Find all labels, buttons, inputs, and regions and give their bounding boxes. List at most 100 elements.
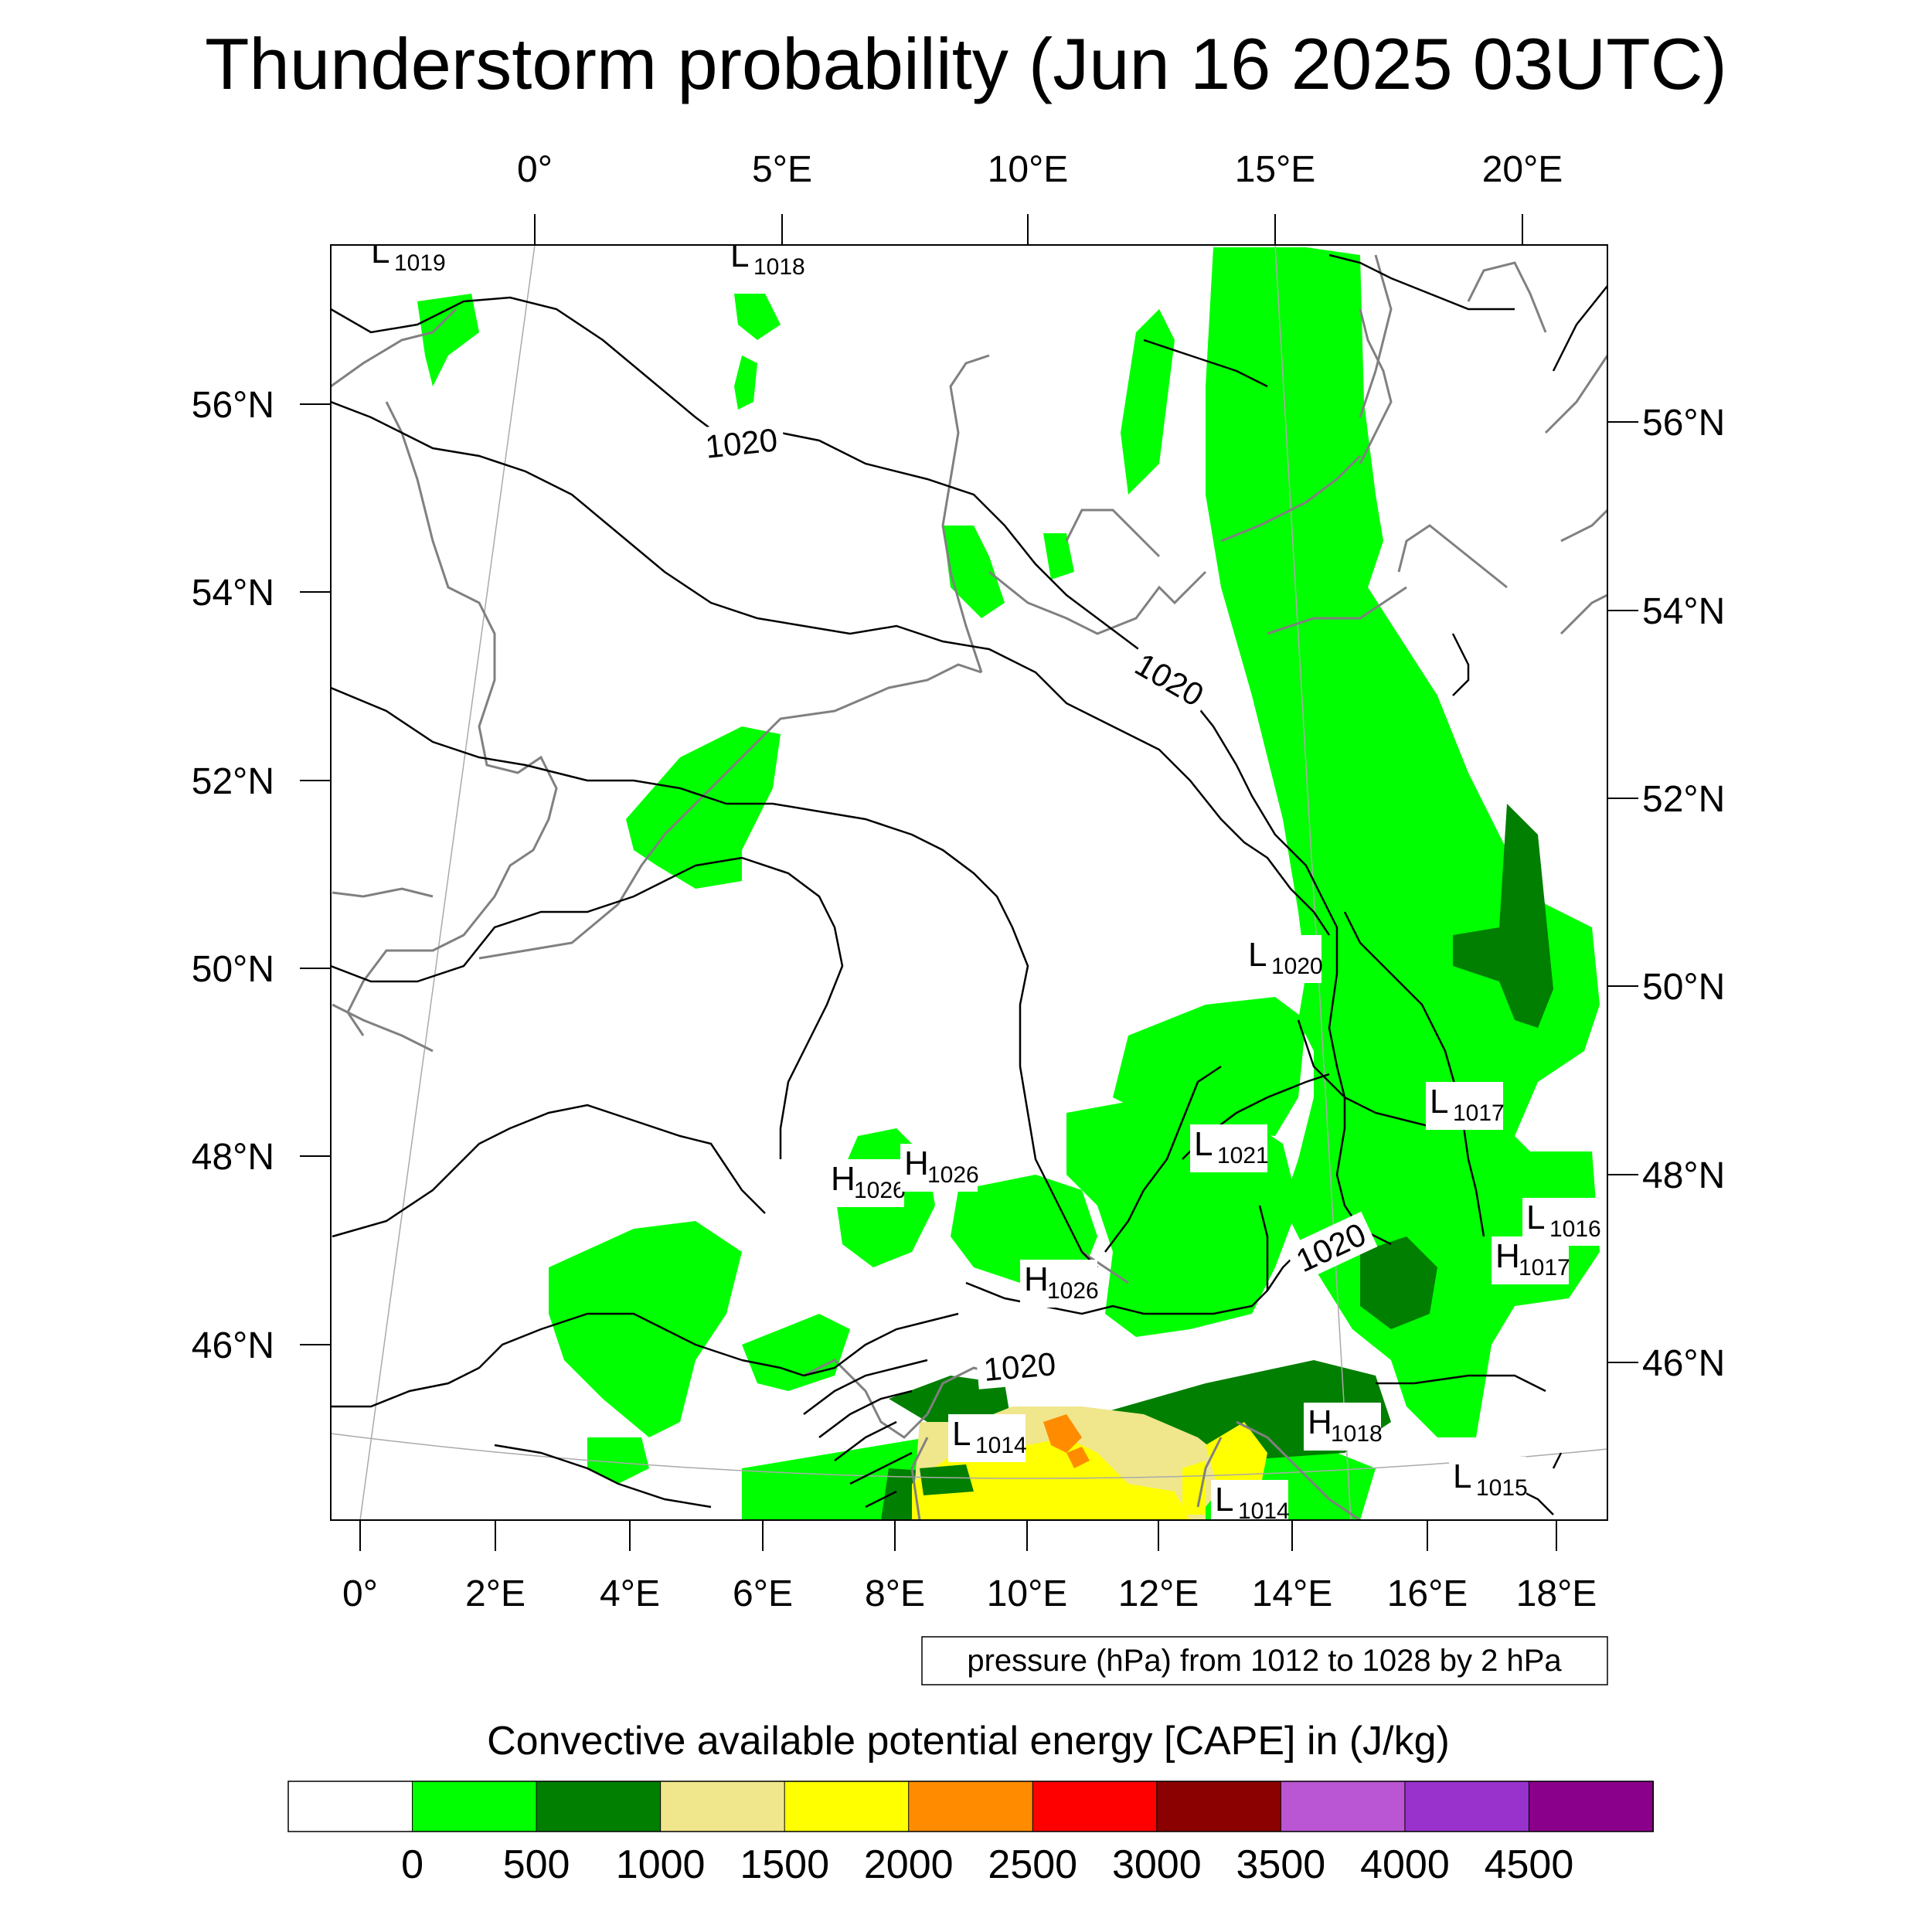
colorbar-swatch — [1032, 1781, 1158, 1832]
cape-darkgreen-hatches — [920, 1464, 974, 1495]
pressure-center-letter: H — [1024, 1260, 1049, 1298]
isobar-labels: 1020 1020 1020 1020 — [696, 419, 1378, 1389]
pressure-center-letter: L — [371, 233, 389, 270]
colorbar-tick-label: 500 — [503, 1842, 570, 1887]
colorbar-tick-label: 1500 — [740, 1842, 829, 1887]
bottom-ticks — [359, 1520, 1557, 1551]
cape-orange-areas — [1043, 1414, 1090, 1468]
colorbar-swatch — [536, 1781, 662, 1832]
colorbar-swatch — [1404, 1781, 1530, 1832]
isobar-lines — [331, 253, 1607, 1515]
colorbar-tick-label: 4500 — [1485, 1842, 1574, 1887]
pressure-center-value: 1020 — [1271, 954, 1323, 979]
top-lon-label: 20°E — [1482, 149, 1563, 190]
colorbar-swatch — [1280, 1781, 1406, 1832]
bottom-lon-label: 0° — [342, 1573, 378, 1614]
pressure-center-value: 1021 — [1217, 1143, 1269, 1168]
right-lat-label: 50°N — [1642, 967, 1725, 1008]
top-lon-label: 15°E — [1235, 149, 1316, 190]
pressure-center-letter: H — [1308, 1403, 1332, 1441]
left-lat-label: 46°N — [192, 1325, 274, 1366]
right-lat-label: 48°N — [1642, 1155, 1725, 1196]
top-longitude-labels: 0° 5°E 10°E 15°E 20°E — [517, 149, 1563, 190]
right-lat-label: 54°N — [1642, 591, 1725, 632]
colorbar-swatch — [1528, 1781, 1654, 1832]
right-ticks — [1607, 421, 1638, 1363]
colorbar-tick-label: 3000 — [1112, 1842, 1202, 1887]
pressure-center-letter: H — [904, 1145, 929, 1182]
pressure-center-letter: H — [1495, 1237, 1520, 1275]
bottom-lon-label: 16°E — [1387, 1573, 1468, 1614]
left-lat-label: 52°N — [192, 761, 274, 802]
left-ticks — [300, 403, 331, 1345]
right-lat-label: 46°N — [1642, 1343, 1725, 1384]
right-lat-label: 52°N — [1642, 779, 1725, 820]
right-latitude-labels: 56°N 54°N 52°N 50°N 48°N 46°N — [1642, 403, 1725, 1384]
colorbar-tick-label: 3500 — [1236, 1842, 1326, 1887]
left-lat-label: 56°N — [192, 385, 274, 426]
pressure-center-letter: L — [1430, 1083, 1448, 1121]
colorbar-swatch — [412, 1781, 538, 1832]
pressure-center-value: 1026 — [1047, 1278, 1099, 1304]
pressure-center-value: 1026 — [854, 1178, 906, 1203]
colorbar-tick-label: 2000 — [864, 1842, 954, 1887]
colorbar-swatch — [660, 1781, 786, 1832]
top-lon-label: 10°E — [988, 149, 1069, 190]
pressure-center-letter: L — [730, 236, 749, 274]
colorbar-title: Convective available potential energy [C… — [487, 1719, 1450, 1764]
graticule-lines — [331, 245, 1607, 1520]
colorbar-swatch — [287, 1781, 413, 1832]
colorbar-swatches — [287, 1781, 1654, 1832]
contour-note-box — [921, 1636, 1608, 1685]
pressure-center-value: 1017 — [1453, 1100, 1505, 1126]
isobar-label: 1020 — [982, 1345, 1057, 1388]
left-lat-label: 54°N — [192, 573, 274, 614]
pressure-center-letter: L — [1215, 1481, 1233, 1519]
pressure-center-value: 1018 — [1331, 1421, 1383, 1447]
colorbar-swatch — [1156, 1781, 1282, 1832]
left-lat-label: 48°N — [192, 1137, 274, 1178]
pressure-center-letter: L — [1248, 936, 1267, 974]
bottom-lon-label: 8°E — [865, 1573, 925, 1614]
isobar-label: 1020 — [703, 421, 779, 465]
colorbar-swatch — [784, 1781, 910, 1832]
bottom-lon-label: 10°E — [987, 1573, 1068, 1614]
colorbar-tick-label: 2500 — [988, 1842, 1077, 1887]
right-lat-label: 56°N — [1642, 403, 1725, 444]
map-frame — [330, 244, 1608, 1521]
pressure-center-labels: L 1019 L 1018 L 1020 L 1017 L 1021 — [371, 233, 1601, 1524]
pressure-center-value: 1017 — [1519, 1255, 1570, 1281]
colorbar-tick-label: 1000 — [616, 1842, 706, 1887]
pressure-center-letter: L — [952, 1415, 971, 1453]
contour-note: pressure (hPa) from 1012 to 1028 by 2 hP… — [967, 1644, 1562, 1678]
bottom-lon-label: 12°E — [1118, 1573, 1199, 1614]
bottom-lon-label: 4°E — [600, 1573, 660, 1614]
pressure-center-value: 1026 — [927, 1162, 979, 1188]
bottom-lon-label: 2°E — [465, 1573, 526, 1614]
map-plot-area: 1020 1020 1020 1020 L 1019 L — [331, 233, 1607, 1524]
pressure-center-letter: L — [1453, 1458, 1471, 1495]
pressure-center-value: 1015 — [1476, 1475, 1528, 1501]
left-lat-label: 50°N — [192, 949, 274, 990]
bottom-lon-label: 18°E — [1516, 1573, 1597, 1614]
top-lon-label: 0° — [517, 149, 553, 190]
pressure-center-value: 1014 — [1238, 1498, 1290, 1524]
colorbar-tick-label: 0 — [401, 1842, 423, 1887]
bottom-longitude-labels: 0° 2°E 4°E 6°E 8°E 10°E 12°E 14°E 16°E 1… — [342, 1573, 1597, 1614]
colorbar-labels: 0 500 1000 1500 2000 2500 3000 3500 4000 4500 — [401, 1842, 1573, 1887]
pressure-center-value: 1019 — [394, 250, 446, 276]
top-ticks — [534, 214, 1523, 245]
pressure-center-letter: L — [1526, 1199, 1545, 1236]
top-lon-label: 5°E — [752, 149, 812, 190]
colorbar-tick-label: 4000 — [1360, 1842, 1450, 1887]
pressure-center-letter: L — [1194, 1125, 1213, 1163]
pressure-center-letter: H — [831, 1160, 855, 1198]
chart-title: Thunderstorm probability (Jun 16 2025 03… — [205, 23, 1727, 104]
pressure-center-value: 1014 — [975, 1433, 1027, 1458]
pressure-center-value: 1018 — [753, 254, 805, 280]
colorbar-swatch — [908, 1781, 1034, 1832]
bottom-lon-label: 6°E — [733, 1573, 793, 1614]
left-latitude-labels: 56°N 54°N 52°N 50°N 48°N 46°N — [192, 385, 274, 1366]
colorbar-frame — [287, 1781, 1654, 1832]
